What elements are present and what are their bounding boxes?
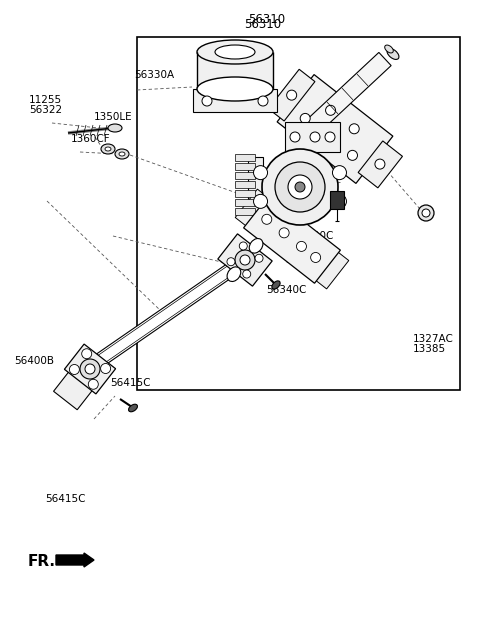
Ellipse shape: [240, 255, 250, 265]
Ellipse shape: [262, 149, 338, 225]
Ellipse shape: [311, 252, 321, 262]
Ellipse shape: [422, 209, 430, 217]
Text: 56330A: 56330A: [134, 70, 175, 80]
Polygon shape: [87, 258, 245, 371]
Text: 56340C: 56340C: [266, 285, 307, 295]
Ellipse shape: [297, 241, 306, 251]
Ellipse shape: [129, 404, 137, 412]
Ellipse shape: [197, 40, 273, 64]
Polygon shape: [304, 52, 391, 136]
Ellipse shape: [235, 250, 255, 270]
Text: 56415C: 56415C: [46, 494, 86, 503]
Text: 1327AC: 1327AC: [413, 334, 454, 344]
Ellipse shape: [279, 228, 289, 238]
Ellipse shape: [349, 124, 359, 134]
Ellipse shape: [202, 96, 212, 106]
Ellipse shape: [262, 214, 272, 225]
Ellipse shape: [227, 258, 235, 266]
Polygon shape: [268, 69, 315, 121]
Ellipse shape: [227, 267, 241, 281]
Ellipse shape: [272, 281, 280, 289]
Text: FR.: FR.: [28, 555, 56, 569]
Ellipse shape: [295, 182, 305, 192]
Bar: [248, 157, 263, 217]
Polygon shape: [218, 234, 272, 286]
Ellipse shape: [115, 149, 129, 159]
Polygon shape: [314, 251, 349, 289]
Bar: [235, 208, 255, 215]
Ellipse shape: [375, 159, 385, 169]
Ellipse shape: [88, 379, 98, 389]
Bar: [193, 89, 277, 112]
Ellipse shape: [333, 194, 347, 209]
Text: 56322: 56322: [29, 105, 62, 115]
Ellipse shape: [325, 106, 336, 115]
Bar: [197, 52, 273, 89]
Ellipse shape: [275, 162, 325, 212]
Bar: [235, 199, 255, 206]
Ellipse shape: [105, 147, 111, 151]
Bar: [235, 181, 255, 188]
Bar: [235, 163, 255, 170]
Ellipse shape: [288, 175, 312, 199]
Ellipse shape: [287, 90, 297, 100]
Ellipse shape: [70, 365, 79, 375]
Polygon shape: [277, 75, 393, 183]
Polygon shape: [54, 371, 93, 410]
Text: 56310: 56310: [244, 19, 282, 31]
Ellipse shape: [82, 349, 92, 358]
Ellipse shape: [324, 132, 334, 142]
Ellipse shape: [418, 205, 434, 221]
Ellipse shape: [253, 165, 267, 180]
Ellipse shape: [215, 45, 255, 59]
Text: 56310: 56310: [248, 13, 285, 27]
Ellipse shape: [253, 194, 267, 209]
Text: 11255: 11255: [29, 95, 62, 105]
Ellipse shape: [384, 45, 393, 53]
Polygon shape: [64, 344, 116, 394]
Ellipse shape: [333, 165, 347, 180]
Polygon shape: [244, 195, 340, 283]
Ellipse shape: [290, 132, 300, 142]
Text: 1360CF: 1360CF: [71, 134, 111, 144]
Ellipse shape: [101, 144, 115, 154]
Text: 1350LE: 1350LE: [94, 112, 132, 122]
Ellipse shape: [300, 114, 310, 123]
Text: 56400B: 56400B: [14, 356, 54, 366]
Ellipse shape: [108, 124, 122, 132]
Polygon shape: [358, 141, 402, 188]
Ellipse shape: [119, 152, 125, 156]
Ellipse shape: [243, 270, 251, 278]
Bar: [285, 122, 340, 152]
Bar: [235, 154, 255, 161]
Ellipse shape: [239, 242, 247, 250]
Text: 56415C: 56415C: [110, 378, 151, 387]
Polygon shape: [235, 189, 270, 227]
Polygon shape: [86, 256, 246, 373]
Ellipse shape: [101, 363, 110, 373]
Ellipse shape: [325, 132, 335, 142]
Bar: [235, 190, 255, 197]
Bar: [137, 37, 460, 390]
Text: 13385: 13385: [413, 344, 446, 354]
FancyArrow shape: [56, 553, 94, 567]
Ellipse shape: [310, 132, 320, 142]
Ellipse shape: [258, 96, 268, 106]
Text: 56390C: 56390C: [293, 231, 333, 241]
Ellipse shape: [387, 49, 399, 59]
Ellipse shape: [249, 239, 263, 253]
Ellipse shape: [197, 77, 273, 101]
Ellipse shape: [255, 254, 263, 262]
Text: 56397: 56397: [286, 255, 319, 265]
Ellipse shape: [85, 364, 95, 374]
Ellipse shape: [80, 359, 100, 379]
Ellipse shape: [348, 151, 358, 160]
Bar: [330, 191, 344, 209]
Bar: [235, 172, 255, 179]
